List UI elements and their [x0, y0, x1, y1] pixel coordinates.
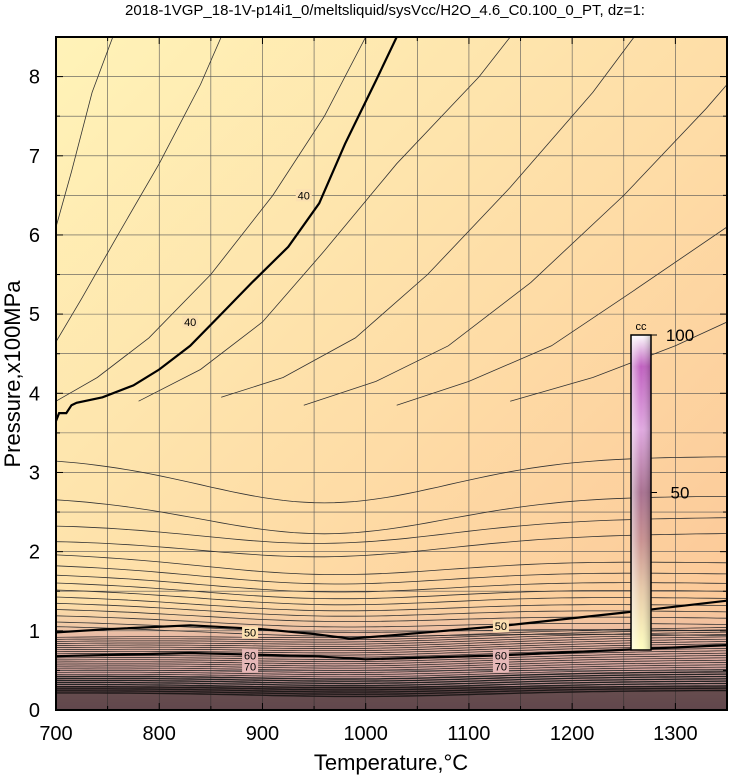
- minor-contour: [56, 609, 727, 622]
- contour-40: [56, 37, 398, 422]
- y-tick-label: 7: [29, 146, 40, 168]
- minor-contour: [56, 634, 727, 645]
- y-tick-label: 8: [29, 67, 40, 89]
- x-axis-title: Temperature,°C: [314, 750, 468, 775]
- minor-contour: [56, 456, 727, 504]
- minor-contour: [56, 596, 727, 612]
- minor-contour: [56, 602, 727, 617]
- contour-60: [56, 644, 727, 661]
- minor-contour: [56, 643, 727, 654]
- contour-label-bg: [492, 649, 509, 662]
- minor-contour: [56, 652, 727, 662]
- minor-contour: [56, 636, 727, 647]
- colorbar-ticks: 50 100: [651, 326, 694, 503]
- minor-contour: [56, 664, 727, 673]
- contour-label-bg: [242, 649, 259, 662]
- contour-label-bg: [492, 660, 509, 673]
- minor-contour: [56, 659, 727, 669]
- y-tick-label: 1: [29, 621, 40, 643]
- frame-ticks: [55, 36, 728, 711]
- minor-contour: [56, 671, 727, 680]
- colorbar-unit: cc: [636, 321, 648, 333]
- minor-contour: [56, 582, 727, 600]
- contour-label-bg: [295, 189, 312, 202]
- y-tick-label: 4: [29, 383, 40, 405]
- x-tick-label: 800: [143, 723, 176, 745]
- minor-contour: [138, 37, 511, 402]
- chart-title: 2018-1VGP_18-1V-p14i1_0/meltsliquid/sysV…: [125, 2, 645, 19]
- contour-label: 50: [244, 627, 256, 639]
- colorbar-tick-label: 100: [666, 326, 694, 345]
- minor-contour: [56, 662, 727, 671]
- minor-contour: [56, 37, 222, 343]
- minor-contour: [56, 678, 727, 687]
- minor-contours: [56, 37, 727, 637]
- x-tick-label: 1100: [447, 723, 490, 745]
- minor-contour: [56, 589, 727, 606]
- minor-contour: [56, 673, 727, 682]
- y-tick-label: 5: [29, 304, 40, 326]
- minor-contour: [56, 631, 727, 643]
- minor-contour: [56, 37, 367, 402]
- minor-contour: [56, 638, 727, 649]
- contour-label-bg: [242, 660, 259, 673]
- contour-label: 60: [244, 650, 256, 662]
- y-tick-label: 0: [29, 700, 40, 722]
- x-tick-labels: 700 800 900 1000 1100 1200 1300: [39, 723, 697, 745]
- x-tick-label: 1000: [343, 723, 388, 745]
- minor-contour: [56, 655, 727, 665]
- contour-label: 40: [298, 190, 310, 202]
- minor-contour: [396, 226, 727, 406]
- contour-label-bg: [242, 626, 259, 639]
- minor-contour: [56, 675, 727, 685]
- minor-contour: [303, 84, 727, 406]
- contour-label: 60: [495, 650, 507, 662]
- gridlines: [56, 37, 727, 710]
- plot-frame: [55, 36, 728, 711]
- x-tick-label: 700: [39, 723, 72, 745]
- minor-contour: [56, 37, 114, 228]
- colorbar-shade: [631, 335, 651, 650]
- minor-contour: [56, 533, 727, 558]
- contour-label-bg: [492, 620, 509, 633]
- minor-contour: [221, 37, 635, 398]
- minor-contour: [56, 565, 727, 585]
- minor-contour: [56, 629, 727, 641]
- colorbar: cc 50 100: [630, 321, 694, 651]
- minor-contour: [56, 554, 727, 575]
- y-axis-title: Pressure,x100MPa: [0, 280, 25, 468]
- x-tick-label: 900: [246, 723, 279, 745]
- low-pressure-contour-band: [56, 627, 727, 710]
- y-tick-label: 6: [29, 225, 40, 247]
- contour-label: 40: [184, 317, 196, 329]
- minor-contour: [56, 669, 727, 678]
- minor-contour: [56, 574, 727, 593]
- minor-contour: [56, 666, 727, 676]
- contour-label-bg: [182, 316, 199, 329]
- contour-label: 70: [495, 661, 507, 673]
- minor-contour: [56, 496, 727, 535]
- x-tick-label: 1300: [653, 723, 698, 745]
- y-tick-label: 3: [29, 462, 40, 484]
- contour-50: [56, 599, 727, 640]
- minor-contour: [56, 627, 727, 639]
- dense-contour-fill: [56, 686, 727, 710]
- contour-label: 50: [495, 621, 507, 633]
- x-tick-label: 1200: [550, 723, 595, 745]
- minor-contour: [56, 657, 727, 667]
- minor-contour: [56, 517, 727, 544]
- colorbar-tick-label: 50: [671, 484, 690, 503]
- minor-contour: [56, 615, 727, 628]
- minor-contour: [56, 641, 727, 652]
- y-tick-labels: 0 1 2 3 4 5 6 7 8: [29, 67, 40, 722]
- y-tick-label: 2: [29, 542, 40, 564]
- contour-label: 70: [244, 661, 256, 673]
- major-contours: [56, 37, 727, 661]
